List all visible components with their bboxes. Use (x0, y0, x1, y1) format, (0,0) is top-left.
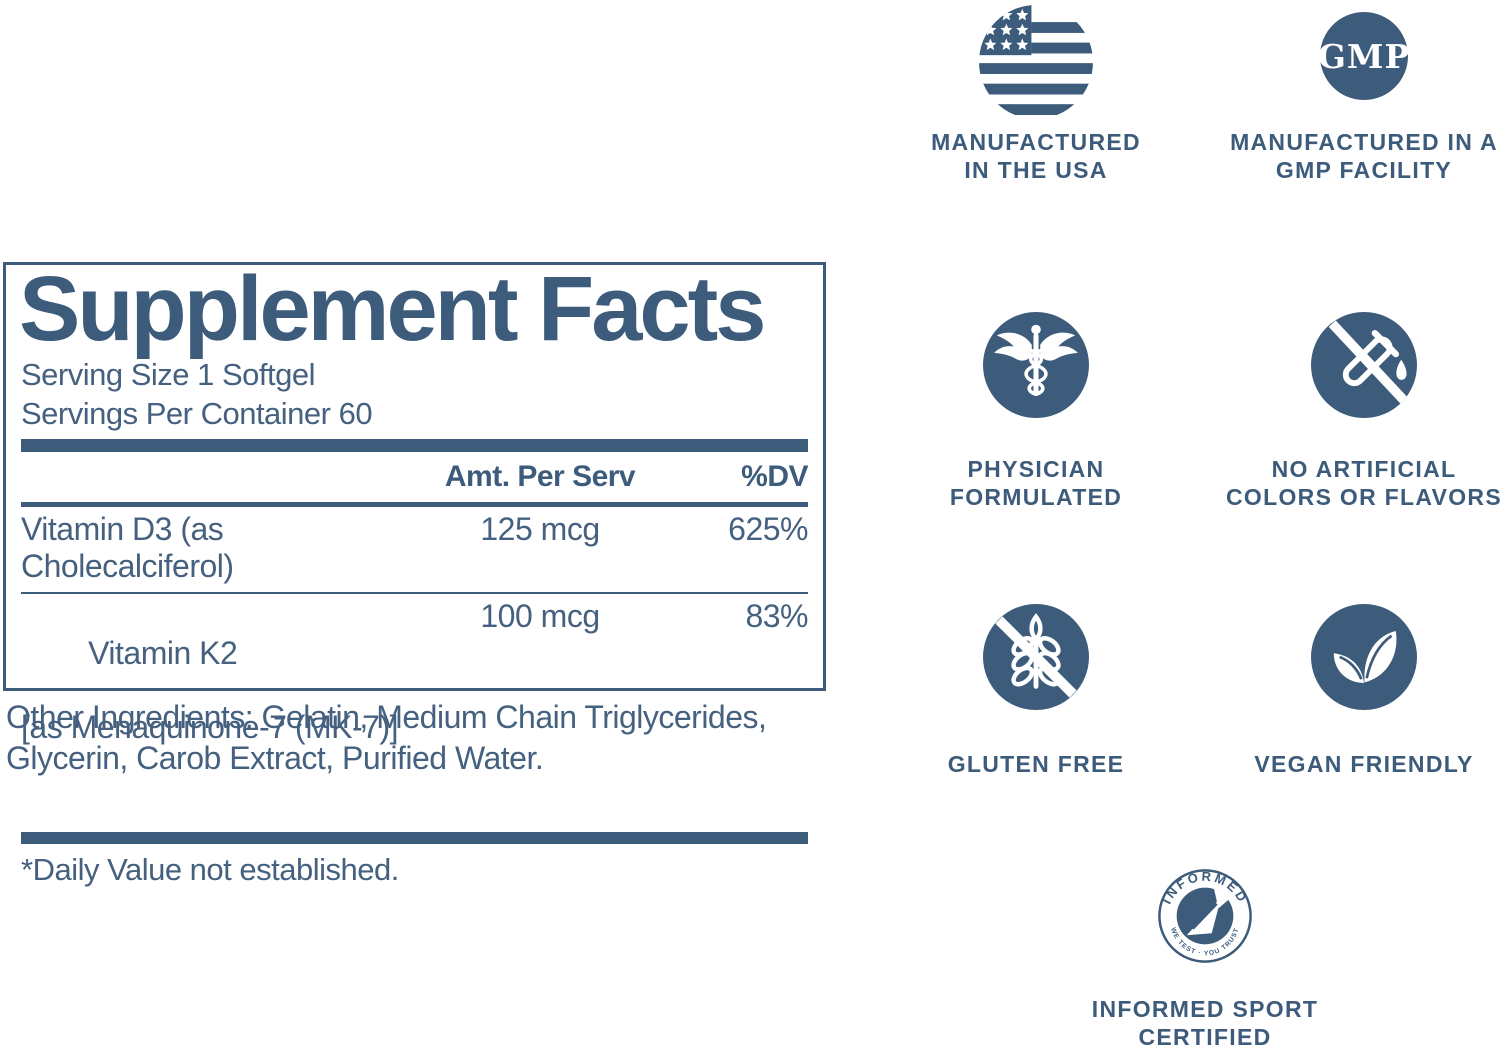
divider-thick-top (21, 439, 808, 452)
badge-informed-sport: INFORMED WE TEST · YOU TRUST INFORMED SP… (1025, 868, 1385, 1046)
badge-caption: PHYSICIAN FORMULATED (949, 456, 1123, 510)
badge-caption: VEGAN FRIENDLY (1254, 751, 1474, 777)
badge-manufactured-usa: MANUFACTURED IN THE USA (856, 5, 1216, 184)
nutrient-amount: 100 mcg (480, 598, 600, 634)
table-header-row: Amt. Per Serv %DV (21, 452, 809, 502)
divider-header (21, 502, 808, 507)
badge-caption: MANUFACTURED IN THE USA (931, 129, 1141, 183)
badge-caption: INFORMED SPORT CERTIFIED (1091, 996, 1319, 1046)
supplement-facts-panel: Supplement Facts Serving Size 1 Softgel … (3, 258, 826, 887)
divider-thick-bottom (21, 832, 808, 844)
badge-caption: MANUFACTURED IN A GMP FACILITY (1230, 129, 1498, 183)
badge-caption: GLUTEN FREE (947, 751, 1125, 777)
serving-size-text: Serving Size 1 Softgel (21, 357, 316, 392)
badge-gmp-facility: GMP MANUFACTURED IN A GMP FACILITY (1184, 12, 1500, 184)
informed-sport-seal-icon: INFORMED WE TEST · YOU TRUST (1158, 869, 1252, 963)
nutrient-amount: 125 mcg (480, 511, 600, 547)
gmp-seal-icon: GMP (1318, 12, 1409, 100)
leaf-icon (1311, 604, 1417, 710)
badge-vegan-friendly: VEGAN FRIENDLY (1184, 604, 1500, 778)
badge-no-artificial: NO ARTIFICIAL COLORS OR FLAVORS (1184, 312, 1500, 511)
supplement-facts-title: Supplement Facts (19, 258, 766, 360)
flag-stars (984, 8, 1029, 51)
daily-value-footnote: *Daily Value not established. (21, 852, 399, 887)
table-row: Vitamin K2 [as Menaquinone-7 (MK-7)] 100… (21, 594, 809, 827)
column-header-dv: %DV (741, 460, 808, 493)
badge-gluten-free: GLUTEN FREE (856, 604, 1216, 778)
badge-physician-formulated: PHYSICIAN FORMULATED (856, 312, 1216, 511)
nutrient-dv: 83% (745, 598, 808, 634)
badge-caption: NO ARTIFICIAL COLORS OR FLAVORS (1226, 456, 1500, 510)
table-row: Vitamin D3 (as Cholecalciferol) 125 mcg … (21, 507, 809, 594)
nutrient-name-line2: [as Menaquinone-7 (MK-7)] (21, 709, 399, 745)
no-test-tube-icon (1311, 312, 1417, 418)
caduceus-icon (983, 312, 1089, 418)
no-wheat-icon (983, 604, 1089, 710)
servings-per-container-text: Servings Per Container 60 (21, 396, 373, 431)
usa-flag-icon (979, 5, 1093, 119)
nutrient-dv: 625% (728, 511, 808, 547)
other-ingredients-text: Other Ingredients: Gelatin, Medium Chain… (6, 699, 767, 776)
column-header-amount: Amt. Per Serv (444, 460, 636, 493)
nutrient-name: Vitamin D3 (as Cholecalciferol) (21, 511, 241, 584)
nutrient-name-line1: Vitamin K2 (88, 635, 238, 671)
nutrient-name: Vitamin K2 [as Menaquinone-7 (MK-7)] (21, 598, 440, 820)
